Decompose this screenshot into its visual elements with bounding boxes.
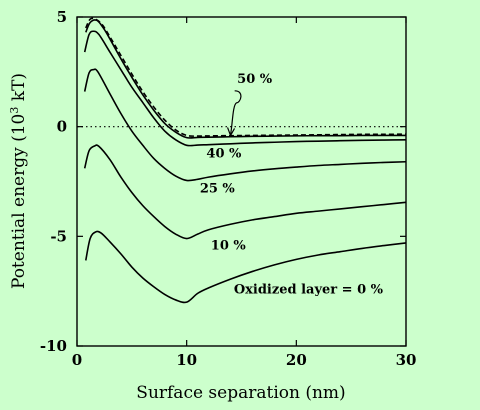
series-label: 25 % xyxy=(200,181,236,196)
y-axis-title-tail: kT) xyxy=(9,73,29,107)
y-tick-label: -5 xyxy=(50,227,67,245)
y-tick-label: -10 xyxy=(40,337,67,355)
series-line-5 xyxy=(85,19,406,139)
series-line-0 xyxy=(84,230,407,304)
label-arrow-head xyxy=(226,127,236,137)
y-tick-label: 0 xyxy=(57,118,67,136)
y-tick-label: 5 xyxy=(57,8,67,26)
series-line-1 xyxy=(83,144,407,240)
series-line-4 xyxy=(85,17,407,137)
series-label: 10 % xyxy=(211,238,247,253)
y-axis-title-main: Potential energy (10 xyxy=(9,114,29,289)
y-axis-title: Potential energy (103 kT) xyxy=(8,73,30,289)
series-label: 40 % xyxy=(206,146,242,161)
series-line-3 xyxy=(83,30,407,147)
x-tick-label: 20 xyxy=(286,351,307,369)
y-axis-title-sup: 3 xyxy=(8,107,21,114)
plot-frame xyxy=(76,16,407,347)
series-line-2 xyxy=(83,68,407,182)
series-label: 50 % xyxy=(237,72,273,87)
x-tick-label: 0 xyxy=(72,351,82,369)
label-arrow xyxy=(229,90,242,135)
x-axis-title: Surface separation (nm) xyxy=(136,383,345,403)
series-label: Oxidized layer = 0 % xyxy=(234,282,384,297)
x-tick-label: 30 xyxy=(396,351,417,369)
x-tick-label: 10 xyxy=(176,351,197,369)
